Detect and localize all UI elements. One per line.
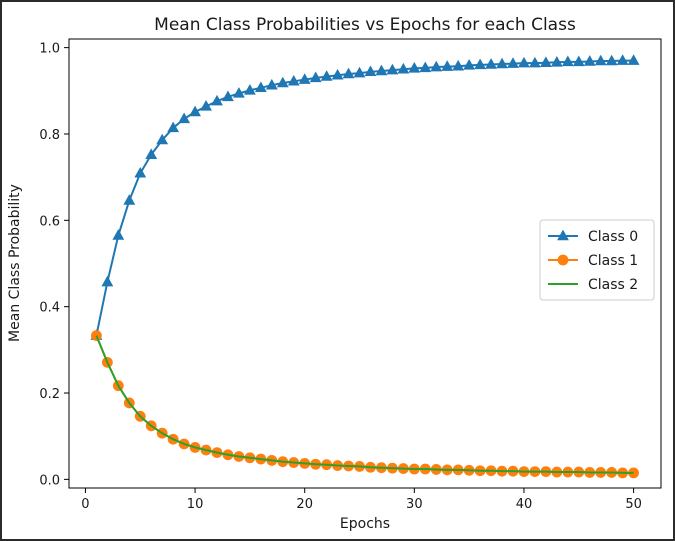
data-point-triangle — [572, 55, 585, 67]
legend-label: Class 1 — [588, 253, 638, 269]
data-point-triangle — [265, 78, 278, 90]
x-axis-label: Epochs — [340, 516, 390, 532]
x-tick-label: 20 — [296, 497, 313, 512]
data-point-triangle — [474, 58, 487, 70]
data-point-triangle — [233, 87, 245, 98]
data-point-triangle — [430, 60, 443, 72]
plot-frame — [68, 38, 662, 489]
data-point-triangle — [320, 70, 333, 81]
data-point-triangle — [309, 71, 322, 83]
legend: Class 0 Class 1 Class 2 — [539, 219, 655, 301]
data-point-triangle — [539, 56, 552, 67]
y-axis-label: Mean Class Probability — [7, 184, 23, 342]
data-point-triangle — [167, 121, 180, 133]
y-tick-label: 0.0 — [39, 473, 60, 488]
data-point-triangle — [408, 62, 421, 73]
data-point-triangle — [463, 59, 476, 70]
data-point-triangle — [529, 56, 541, 68]
series-line — [95, 335, 634, 474]
data-point-triangle — [441, 60, 454, 71]
y-tick-label: 1.0 — [39, 42, 60, 57]
data-point-triangle — [375, 64, 388, 76]
data-point-triangle — [101, 275, 114, 287]
data-point-triangle — [178, 112, 191, 124]
data-point-triangle — [386, 63, 399, 75]
data-point-triangle — [583, 55, 596, 66]
data-point-triangle — [156, 133, 169, 145]
data-point-triangle — [485, 58, 497, 69]
x-tick-label: 40 — [516, 497, 533, 512]
data-point-triangle — [397, 62, 410, 74]
data-point-triangle — [331, 68, 344, 80]
legend-marker-triangle — [557, 229, 569, 241]
data-point-triangle — [496, 57, 508, 69]
data-point-triangle — [342, 67, 355, 79]
x-tick-label: 30 — [406, 497, 423, 512]
data-point-triangle — [627, 54, 640, 65]
y-tick-label: 0.6 — [39, 214, 60, 229]
data-point-triangle — [518, 56, 530, 68]
data-point-triangle — [222, 90, 234, 102]
data-point-triangle — [254, 81, 267, 93]
y-axis-ticks: 0.0 0.2 0.4 0.6 0.8 1.0 — [39, 42, 69, 488]
x-tick-label: 10 — [187, 497, 204, 512]
data-point-triangle — [550, 55, 563, 67]
chart-title: Mean Class Probabilities vs Epochs for e… — [154, 15, 576, 35]
legend-item: Class 2 — [548, 277, 638, 293]
legend-item: Class 0 — [548, 229, 638, 245]
data-point-triangle — [605, 54, 618, 66]
data-point-triangle — [134, 166, 147, 178]
legend-label: Class 0 — [588, 229, 638, 245]
y-tick-label: 0.2 — [39, 387, 60, 402]
data-point-triangle — [616, 54, 629, 65]
data-point-triangle — [145, 148, 158, 159]
data-point-triangle — [561, 55, 574, 67]
data-point-triangle — [276, 76, 289, 88]
series-class-1 — [91, 330, 639, 479]
legend-marker-circle — [557, 254, 569, 266]
data-point-triangle — [594, 54, 607, 66]
data-point-triangle — [189, 105, 201, 117]
x-tick-label: 50 — [625, 497, 642, 512]
data-point-triangle — [298, 73, 311, 84]
legend-label: Class 2 — [588, 277, 638, 293]
series-layer — [90, 54, 640, 479]
data-point-triangle — [243, 84, 256, 95]
data-point-triangle — [353, 66, 366, 78]
series-class-0 — [90, 54, 640, 340]
data-point-triangle — [200, 100, 212, 111]
data-point-circle — [91, 330, 102, 341]
y-tick-label: 0.8 — [39, 128, 60, 143]
data-point-triangle — [419, 61, 432, 73]
data-point-triangle — [364, 65, 377, 77]
series-line — [95, 335, 634, 474]
y-tick-label: 0.4 — [39, 301, 60, 316]
x-axis-ticks: 0 10 20 30 40 50 — [81, 488, 642, 512]
data-point-triangle — [211, 94, 223, 106]
x-tick-label: 0 — [81, 497, 89, 512]
series-class-2 — [95, 335, 634, 474]
data-point-triangle — [287, 74, 300, 86]
data-point-triangle — [507, 57, 519, 68]
data-point-triangle — [123, 194, 136, 205]
data-point-triangle — [112, 229, 125, 240]
legend-item: Class 1 — [548, 253, 638, 269]
data-point-triangle — [452, 59, 465, 71]
